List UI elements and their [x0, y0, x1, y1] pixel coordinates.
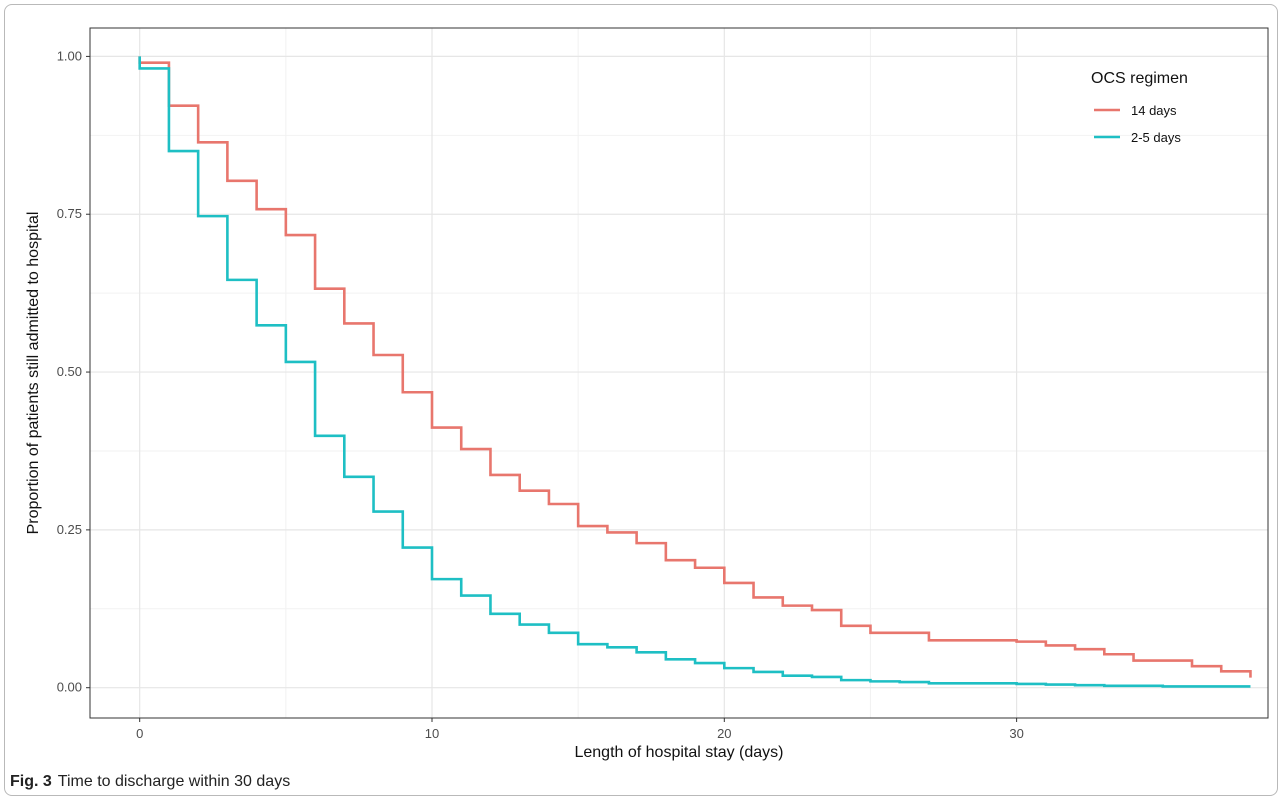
y-tick-label: 0.25 [57, 522, 82, 537]
x-axis-title: Length of hospital stay (days) [574, 744, 783, 761]
legend-items: 14 days 2-5 days [1094, 103, 1181, 145]
x-tick-label: 20 [717, 726, 731, 741]
figure-label: Fig. 3 [10, 773, 52, 790]
plot-panel-border [89, 27, 1269, 719]
x-tick-label: 30 [1009, 726, 1023, 741]
y-tick-label: 0.00 [57, 680, 82, 695]
figure-caption-text: Time to discharge within 30 days [57, 773, 291, 790]
grid-lines [90, 28, 1268, 718]
legend-label: 14 days [1131, 103, 1177, 118]
legend: OCS regimen 14 days 2-5 days [1091, 70, 1188, 145]
legend-title: OCS regimen [1091, 70, 1188, 87]
legend-label: 2-5 days [1131, 130, 1181, 145]
x-tick-label: 0 [136, 726, 143, 741]
figure-caption: Fig. 3 Time to discharge within 30 days [10, 773, 290, 791]
y-tick-label: 0.75 [57, 206, 82, 221]
y-axis-title: Proportion of patients still admitted to… [25, 212, 42, 535]
figure-frame [4, 4, 1278, 796]
y-tick-label: 0.50 [57, 364, 82, 379]
series-line [138, 56, 1252, 678]
axis-ticks: 0 10 20 30 0.00 0.25 0.50 0.75 1.00 [57, 48, 1024, 741]
series-lines [138, 56, 1252, 688]
x-tick-label: 10 [425, 726, 439, 741]
series-line [138, 56, 1251, 688]
y-tick-label: 1.00 [57, 48, 82, 63]
